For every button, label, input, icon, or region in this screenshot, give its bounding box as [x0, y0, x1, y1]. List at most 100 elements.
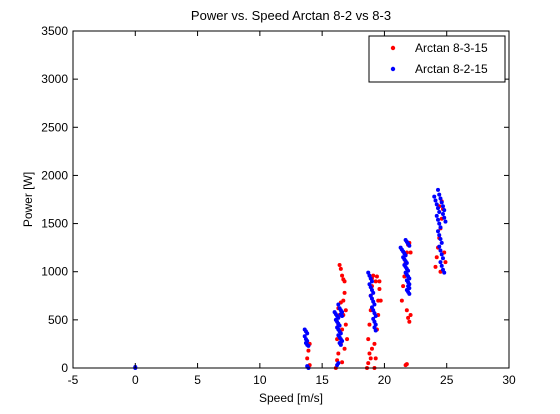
data-point	[342, 290, 347, 295]
y-tick-label: 0	[61, 361, 68, 375]
data-point	[378, 298, 383, 303]
data-point	[435, 187, 440, 192]
data-point	[340, 314, 345, 319]
x-tick-label: 25	[440, 373, 454, 387]
data-point	[306, 348, 311, 353]
data-point	[399, 298, 404, 303]
data-point	[373, 314, 378, 319]
data-point	[434, 255, 439, 260]
y-tick-label: 500	[48, 313, 68, 327]
data-point	[406, 315, 411, 320]
data-point	[371, 273, 376, 278]
data-point	[305, 356, 310, 361]
data-point	[305, 331, 310, 336]
data-point	[368, 356, 373, 361]
y-tick-label: 3500	[41, 24, 68, 38]
data-point	[439, 263, 444, 268]
data-point	[336, 302, 341, 307]
legend-box	[368, 35, 506, 83]
data-point	[366, 361, 371, 366]
y-tick-label: 2500	[41, 120, 68, 134]
data-point	[432, 194, 437, 199]
x-tick-label: 5	[194, 373, 201, 387]
data-point	[440, 256, 445, 261]
data-point	[401, 284, 406, 289]
data-point	[306, 343, 311, 348]
data-point	[439, 240, 444, 245]
data-point	[438, 248, 443, 253]
data-point	[341, 298, 346, 303]
data-point	[407, 291, 412, 296]
data-point	[407, 243, 412, 248]
y-axis-label: Power [W]	[21, 172, 35, 227]
data-point	[366, 337, 371, 342]
data-point	[404, 362, 409, 367]
data-point	[408, 250, 413, 255]
ticks-layer: -5 0 5 10 15 20 25 3005001000150020002500300035…	[41, 24, 516, 387]
data-point	[433, 264, 438, 269]
data-point	[373, 328, 378, 333]
data-point	[437, 192, 442, 197]
data-point	[440, 211, 445, 216]
data-point	[369, 346, 374, 351]
legend: Arctan 8-3-15 Arctan 8-2-15	[368, 35, 506, 83]
x-axis-label: Speed [m/s]	[259, 391, 323, 405]
x-tick-label: 0	[132, 373, 139, 387]
data-point	[377, 287, 382, 292]
data-point	[434, 202, 439, 207]
data-point	[435, 229, 440, 234]
data-point	[437, 210, 442, 215]
data-point	[438, 225, 443, 230]
data-point	[345, 337, 350, 342]
data-point	[367, 351, 372, 356]
legend-label: Arctan 8-3-15	[415, 41, 488, 55]
x-tick-label: 30	[502, 373, 516, 387]
data-point	[340, 273, 345, 278]
data-point	[337, 262, 342, 267]
data-point	[338, 266, 343, 271]
data-point	[343, 308, 348, 313]
data-point	[373, 356, 378, 361]
data-point	[433, 198, 438, 203]
data-point	[372, 341, 377, 346]
data-point	[336, 361, 341, 366]
data-point	[373, 279, 378, 284]
y-tick-label: 1000	[41, 265, 68, 279]
data-point	[438, 196, 443, 201]
data-point	[437, 244, 442, 249]
data-point	[437, 233, 442, 238]
data-point	[369, 279, 374, 284]
series-2	[133, 187, 448, 370]
x-tick-label: -5	[68, 373, 79, 387]
data-point	[442, 270, 447, 275]
legend-label: Arctan 8-2-15	[415, 62, 488, 76]
data-point	[442, 215, 447, 220]
data-point	[439, 252, 444, 257]
data-point	[367, 322, 372, 327]
data-point	[442, 208, 447, 213]
chart-title: Power vs. Speed Arctan 8-2 vs 8-3	[191, 8, 391, 23]
data-point	[372, 302, 377, 307]
x-tick-label: 15	[315, 373, 329, 387]
legend-marker	[390, 66, 396, 72]
y-tick-label: 1500	[41, 217, 68, 231]
x-tick-label: 20	[378, 373, 392, 387]
data-point	[371, 290, 376, 295]
legend-marker	[390, 45, 396, 51]
data-point	[438, 260, 443, 265]
data-point	[434, 213, 439, 218]
data-point	[404, 308, 409, 313]
data-point	[342, 279, 347, 284]
y-tick-label: 2000	[41, 168, 68, 182]
data-point	[408, 313, 413, 318]
data-point	[443, 260, 448, 265]
data-point	[336, 351, 341, 356]
plot-frame	[72, 30, 510, 369]
data-point	[407, 319, 412, 324]
data-point	[435, 206, 440, 211]
data-point	[435, 217, 440, 222]
data-point	[440, 204, 445, 209]
data-point	[342, 346, 347, 351]
